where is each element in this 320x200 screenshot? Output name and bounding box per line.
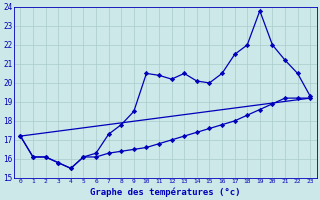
X-axis label: Graphe des températures (°c): Graphe des températures (°c) (90, 187, 241, 197)
